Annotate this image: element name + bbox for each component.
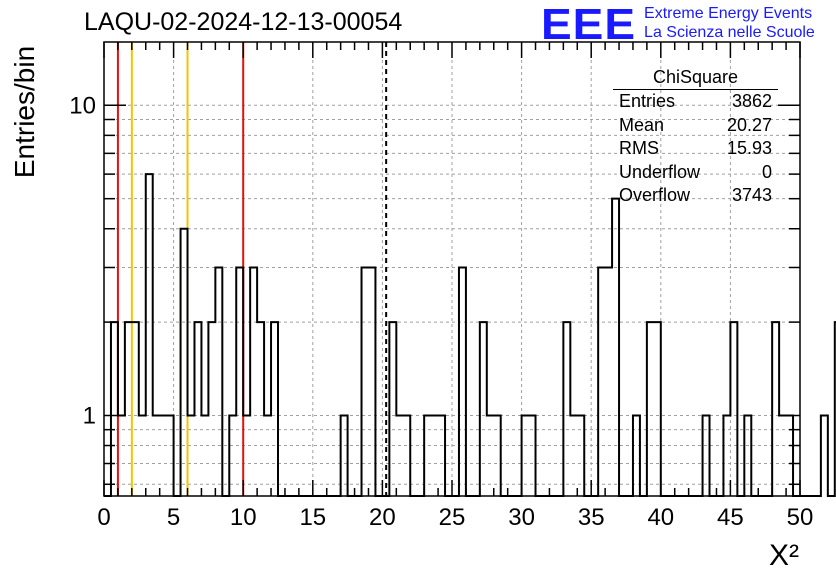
- x-tick-label: 40: [647, 504, 674, 531]
- logo-line-2: La Scienza nelle Scuole: [644, 24, 815, 41]
- y-tick-label: 10: [69, 92, 96, 119]
- run-title: LAQU-02-2024-12-13-00054: [84, 8, 403, 36]
- logo-mark: EEE: [541, 0, 637, 49]
- x-tick-label: 5: [167, 504, 180, 531]
- stats-value: 3862: [731, 91, 772, 111]
- logo-text: Extreme Energy Events La Scienza nelle S…: [644, 4, 815, 42]
- logo-line-1: Extreme Energy Events: [644, 5, 813, 22]
- stats-value: 0: [761, 161, 772, 182]
- x-axis-label: X²: [769, 539, 799, 572]
- stats-row-mean: Mean 20.27: [613, 114, 778, 138]
- x-tick-label: 10: [230, 504, 257, 531]
- x-axis-label-base: X²: [769, 539, 799, 572]
- stats-row-rms: RMS 15.93: [613, 137, 778, 161]
- axis-ticks: [103, 42, 801, 496]
- stats-row-overflow: Overflow 3743: [613, 184, 778, 208]
- x-tick-label: 25: [439, 504, 466, 531]
- stats-row-entries: Entries 3862: [613, 90, 778, 114]
- tick-labels: 0 5 10 15 20 25 30 35 40 45 50 1 10: [69, 92, 813, 531]
- stats-value: 15.93: [726, 138, 772, 158]
- eee-logo: EEE Extreme Energy Events La Scienza nel…: [541, 2, 815, 46]
- x-tick-label: 15: [299, 504, 326, 531]
- stats-label: Overflow: [619, 185, 691, 205]
- stats-title: ChiSquare: [613, 66, 778, 90]
- y-tick-label: 1: [83, 402, 96, 429]
- stats-value: 3743: [731, 185, 772, 205]
- y-axis-label: Entries/bin: [9, 46, 40, 178]
- stats-row-underflow: Underflow 0: [613, 161, 778, 185]
- x-tick-label: 0: [97, 504, 110, 531]
- stats-value: 20.27: [726, 114, 772, 135]
- stats-label: Entries: [619, 91, 676, 111]
- x-tick-label: 30: [508, 504, 535, 531]
- stats-label: RMS: [619, 138, 659, 158]
- stats-label: Mean: [619, 114, 665, 135]
- x-tick-label: 50: [787, 504, 814, 531]
- x-tick-label: 35: [578, 504, 605, 531]
- x-tick-label: 45: [717, 504, 744, 531]
- stats-label: Underflow: [619, 161, 701, 182]
- stats-box: ChiSquare Entries 3862 Mean 20.27 RMS 15…: [613, 66, 778, 208]
- x-tick-label: 20: [369, 504, 396, 531]
